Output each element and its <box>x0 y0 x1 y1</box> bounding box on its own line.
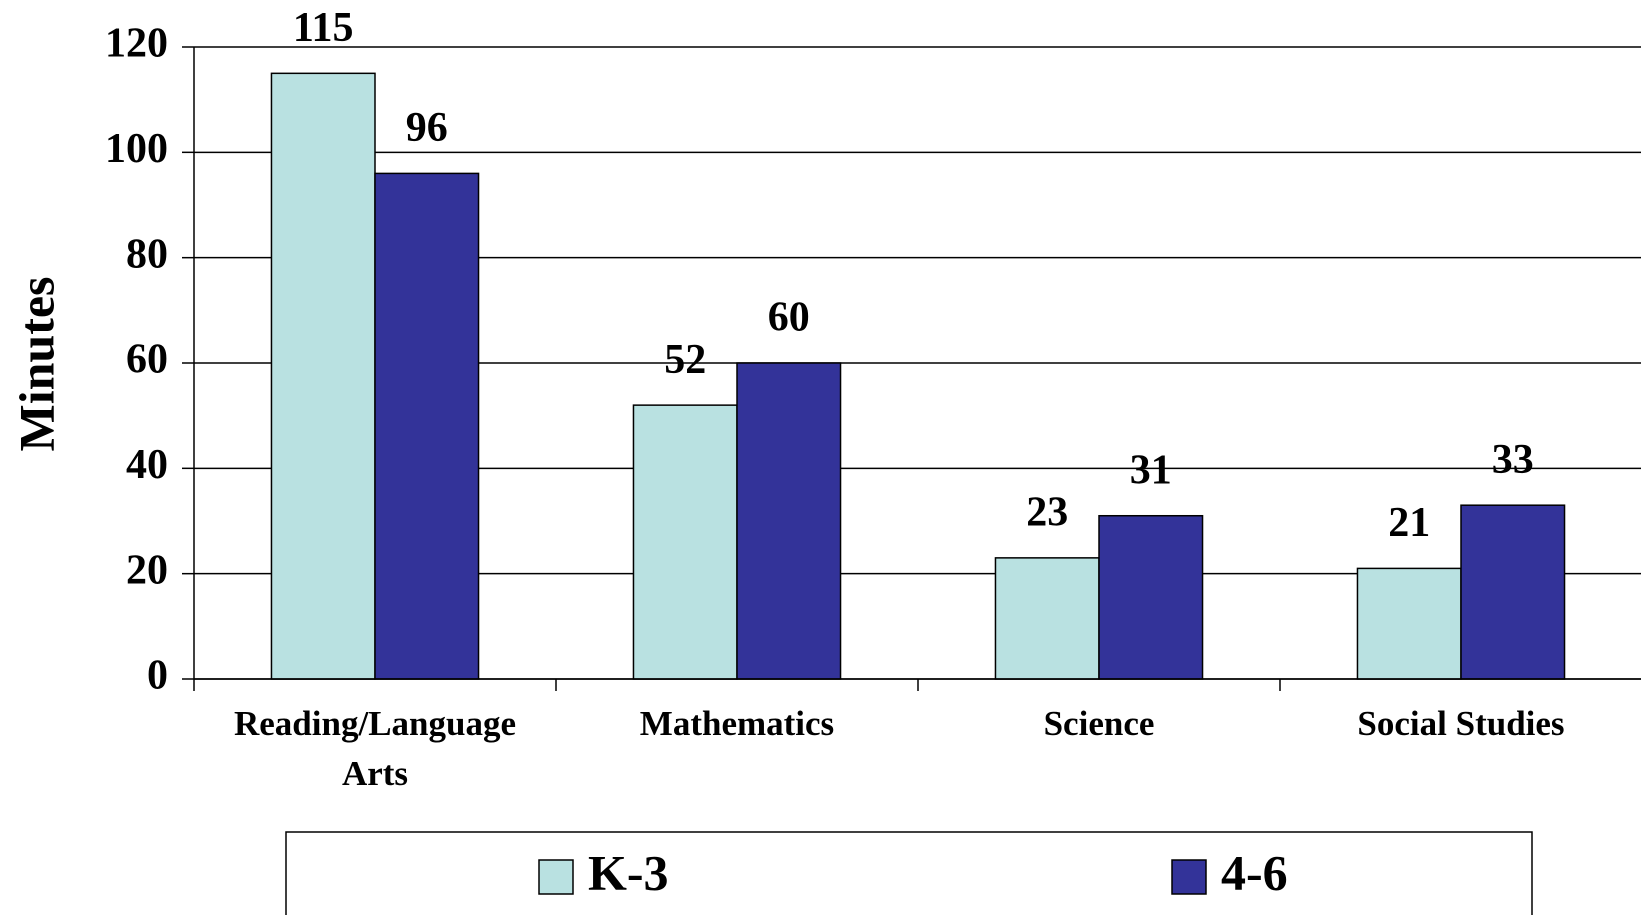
data-label: 60 <box>768 295 810 341</box>
bar <box>1356 567 1462 680</box>
x-tick-label: Reading/Language Arts <box>234 704 516 793</box>
y-tick-label: 40 <box>126 442 168 488</box>
bar <box>1460 504 1566 680</box>
y-tick-label: 20 <box>126 547 168 593</box>
bar <box>374 172 480 680</box>
y-tick-label: 80 <box>126 231 168 277</box>
x-tick-label: Mathematics <box>639 704 835 743</box>
legend-box <box>285 831 1533 915</box>
y-tick-label: 100 <box>105 126 168 172</box>
x-tick-label-box: Science <box>1043 704 1155 743</box>
y-tick-label: 120 <box>105 21 168 67</box>
bar <box>736 362 842 680</box>
legend-swatch <box>1171 859 1207 895</box>
bar <box>1098 514 1204 680</box>
bar <box>632 404 738 680</box>
legend-label: 4-6 <box>1221 844 1288 900</box>
bar <box>270 72 376 680</box>
data-label: 21 <box>1388 500 1430 546</box>
x-tick-label: Social Studies <box>1357 704 1565 743</box>
x-tick-label: Science <box>1043 704 1155 743</box>
data-label: 23 <box>1026 490 1068 536</box>
x-tick-label-box: Social Studies <box>1357 704 1565 743</box>
y-tick-label: 60 <box>126 337 168 383</box>
legend-swatch <box>538 859 574 895</box>
legend-label: K-3 <box>588 844 669 900</box>
data-label: 96 <box>406 105 448 151</box>
data-label: 33 <box>1492 437 1534 483</box>
data-label: 52 <box>664 337 706 383</box>
y-tick-label: 0 <box>147 653 168 699</box>
x-tick-label-box: Reading/Language Arts <box>234 704 516 793</box>
bar <box>994 557 1100 680</box>
data-label: 115 <box>293 5 354 51</box>
x-tick-label-box: Mathematics <box>639 704 835 743</box>
y-axis-title: Minutes <box>8 277 64 452</box>
data-label: 31 <box>1130 447 1172 493</box>
